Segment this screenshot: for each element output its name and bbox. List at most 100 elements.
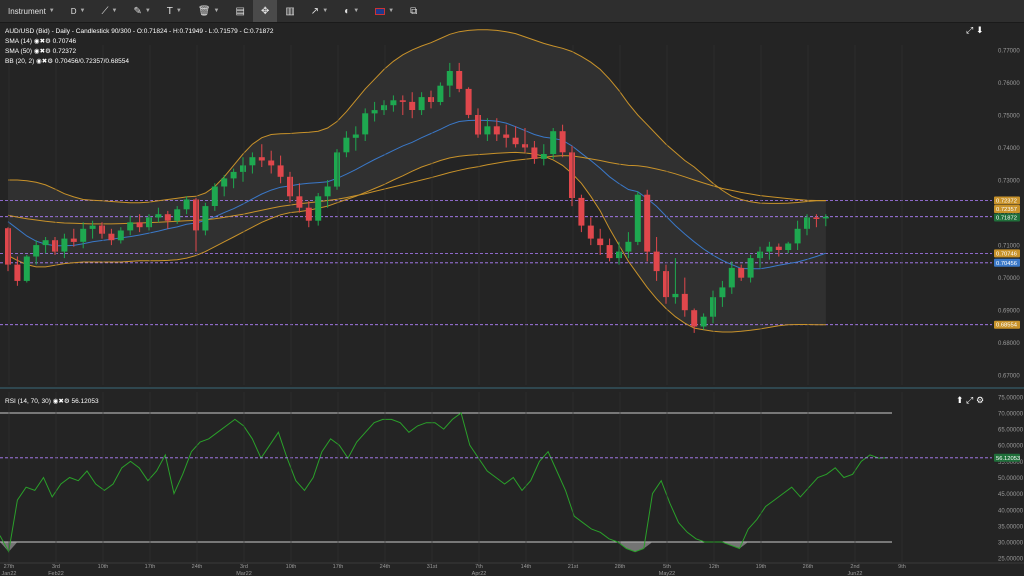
line-draw-icon: ⟋ (101, 5, 109, 17)
candle-body (634, 194, 641, 242)
candle-body (146, 217, 152, 228)
chevron-down-icon: ▼ (79, 8, 86, 14)
trend-button[interactable]: ↗ ▼ (303, 0, 336, 22)
candle (183, 196, 190, 215)
language-button[interactable]: ▼ (367, 0, 402, 22)
x-tick-label: 24th (192, 564, 203, 570)
rsi-tick-label: 40.00000 (998, 508, 1024, 514)
candle-body (681, 293, 688, 311)
candle-body (211, 186, 218, 206)
rsi-pane-controls[interactable]: ⬆ ⤢ ⚙ (956, 395, 984, 405)
settings-icon[interactable]: ⚙ (976, 395, 984, 405)
x-tick-label: 12th (709, 564, 720, 570)
candle-body (268, 160, 275, 166)
bar-chart-button[interactable]: ▥ (277, 0, 302, 22)
rsi-tick-label: 30.00000 (998, 541, 1024, 547)
trash-icon: 🗑 (197, 5, 211, 17)
price-label-text: 0.72372 (996, 199, 1017, 205)
candle (42, 237, 49, 254)
price-label-badge (994, 320, 1020, 329)
chevron-down-icon: ▼ (48, 8, 55, 14)
price-pane-controls[interactable]: ⤢ ⬇ (965, 25, 984, 35)
trash-button[interactable]: 🗑 ▼ (190, 0, 228, 22)
price-tick-label: 0.75000 (998, 114, 1020, 120)
pencil-icon: ✎ (133, 5, 142, 17)
price-label-text: 0.71872 (996, 216, 1017, 222)
candle (315, 193, 322, 226)
x-tick-label: 21st (568, 564, 579, 570)
candle (409, 92, 416, 119)
candle-body (258, 157, 265, 161)
chevron-down-icon: ▼ (353, 8, 360, 14)
line-draw-button[interactable]: ⟋ ▼ (93, 0, 125, 22)
candle (456, 62, 463, 93)
rsi-legend: RSI (14, 70, 30) ◉✖⚙ 56.12053 (5, 397, 99, 405)
candle-body (362, 113, 369, 135)
chevron-down-icon: ▼ (111, 8, 118, 14)
period-menu[interactable]: D ▼ (63, 0, 94, 22)
candle (672, 258, 679, 304)
arrow-down-icon[interactable]: ⬇ (976, 25, 984, 35)
rsi-tick-label: 25.00000 (998, 557, 1024, 563)
candle (663, 264, 669, 304)
candle (33, 240, 40, 265)
candle (61, 233, 68, 259)
legend-sma14: SMA (14) ◉✖⚙ 0.70746 (5, 37, 77, 45)
candle (616, 241, 622, 265)
candle (362, 108, 369, 141)
candle-body (249, 157, 256, 166)
x-tick-sublabel: Feb22 (48, 571, 64, 576)
x-tick-label: 3rd (52, 564, 60, 570)
candle (324, 180, 331, 208)
popout-button[interactable]: ⧉ (402, 0, 425, 22)
layout-button[interactable]: ▤ (228, 0, 253, 22)
candle-body (428, 97, 434, 102)
price-tick-label: 0.77000 (998, 48, 1020, 54)
candle (99, 222, 105, 239)
candle (371, 101, 378, 122)
candle-body (80, 228, 87, 242)
candle-body (493, 126, 500, 135)
x-tick-sublabel: Mar22 (236, 571, 252, 576)
candle-body (230, 171, 237, 179)
fullscreen-button[interactable]: ✥ (252, 0, 278, 22)
expand-icon[interactable]: ⤢ (965, 395, 973, 405)
candle (164, 210, 171, 229)
candle (136, 214, 143, 233)
instrument-menu[interactable]: Instrument ▼ (0, 0, 63, 22)
candle-body (597, 238, 604, 246)
x-tick-sublabel: May22 (659, 571, 676, 576)
chart-area[interactable]: 0.770000.760000.750000.740000.730000.720… (0, 22, 1024, 576)
candle (587, 217, 594, 246)
x-tick-label: 19th (756, 564, 767, 570)
x-tick-label: 24th (380, 564, 391, 570)
x-tick-label: 26th (803, 564, 814, 570)
candle (418, 92, 425, 115)
candle-body (465, 88, 472, 115)
x-tick-label: 17th (145, 564, 156, 570)
candle-body (287, 176, 293, 197)
expand-icon[interactable]: ⤢ (965, 25, 973, 35)
x-tick-label: 28th (615, 564, 626, 570)
candle (653, 237, 660, 281)
rsi-tick-label: 65.00000 (998, 428, 1024, 434)
pencil-button[interactable]: ✎ ▼ (125, 0, 158, 22)
candle-body (70, 238, 77, 242)
candle-body (446, 71, 453, 86)
candle (399, 95, 406, 115)
x-tick-sublabel: Jan22 (2, 571, 17, 576)
price-tick-label: 0.68000 (998, 341, 1020, 347)
candle (193, 197, 199, 252)
arrow-up-icon[interactable]: ⬆ (956, 395, 964, 405)
candle-body (813, 217, 820, 219)
candle-body (757, 251, 763, 259)
candle-body (343, 137, 350, 153)
candle (484, 118, 491, 141)
candle-body (710, 297, 716, 317)
text-tool-button[interactable]: T ▼ (159, 0, 190, 22)
paint-button[interactable]: ◐ ▼ (336, 0, 367, 22)
candle (493, 118, 500, 141)
price-tick-label: 0.67000 (998, 374, 1020, 380)
candle (268, 150, 275, 174)
x-tick-label: 10th (286, 564, 297, 570)
